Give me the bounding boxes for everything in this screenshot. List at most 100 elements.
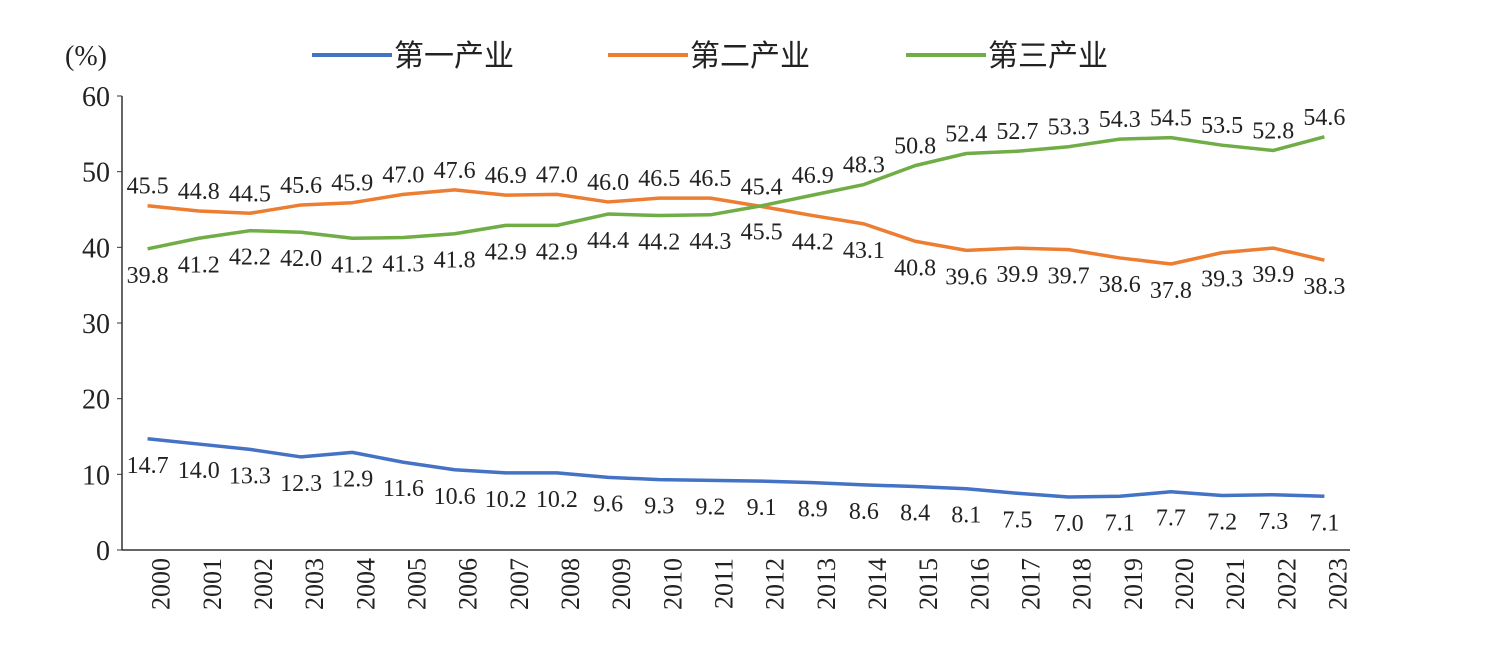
legend: 第一产业 第二产业 第三产业	[312, 40, 1108, 73]
data-label: 47.0	[536, 162, 578, 188]
legend-label: 第三产业	[988, 40, 1108, 73]
data-label: 7.3	[1258, 509, 1288, 535]
data-label: 41.8	[434, 248, 476, 274]
data-label: 41.2	[178, 252, 220, 278]
data-label: 7.2	[1207, 510, 1237, 536]
data-label: 46.5	[689, 166, 731, 192]
data-label: 42.2	[229, 245, 271, 271]
x-tick-label: 2005	[402, 558, 431, 610]
data-label: 42.9	[536, 239, 578, 265]
data-label: 39.7	[1048, 264, 1090, 290]
legend-label: 第二产业	[690, 40, 810, 73]
data-label: 14.0	[178, 458, 220, 484]
y-tick-label: 20	[82, 385, 110, 416]
y-tick-label: 0	[96, 536, 110, 567]
data-label: 7.7	[1156, 506, 1186, 532]
x-tick-label: 2008	[556, 558, 585, 610]
x-tick-label: 2020	[1170, 558, 1199, 610]
data-label: 46.9	[792, 163, 834, 189]
data-label: 13.3	[229, 463, 271, 489]
data-label: 45.5	[127, 174, 169, 200]
data-label: 44.8	[178, 179, 220, 205]
x-tick-label: 2000	[147, 558, 176, 610]
x-tick-label: 2013	[812, 558, 841, 610]
data-label: 42.9	[485, 239, 527, 265]
x-tick-label: 2012	[761, 558, 790, 610]
data-label: 43.1	[843, 238, 885, 264]
y-tick-label: 10	[82, 460, 110, 491]
data-label: 41.2	[331, 252, 373, 278]
data-label: 39.9	[996, 262, 1038, 288]
x-tick-label: 2015	[914, 558, 943, 610]
data-label: 7.1	[1309, 510, 1339, 536]
data-label: 44.4	[587, 228, 629, 254]
data-label: 9.3	[644, 494, 674, 520]
legend-label: 第一产业	[394, 40, 514, 73]
x-tick-label: 2007	[505, 558, 534, 610]
series-line-2	[147, 188, 1325, 266]
data-label: 12.3	[280, 471, 322, 497]
data-label: 45.4	[741, 174, 783, 200]
data-label: 8.6	[849, 499, 879, 525]
data-label: 40.8	[894, 255, 936, 281]
x-tick-label: 2022	[1272, 558, 1301, 610]
x-tick-label: 2021	[1221, 558, 1250, 610]
x-tick-label: 2004	[351, 558, 380, 610]
x-tick-label: 2014	[863, 558, 892, 610]
data-label: 45.5	[741, 220, 783, 246]
data-label: 46.5	[638, 166, 680, 192]
data-label: 7.1	[1105, 510, 1135, 536]
y-tick-label: 40	[82, 233, 110, 264]
x-tick-label: 2011	[709, 558, 738, 609]
series-lines	[147, 135, 1325, 499]
data-label: 54.3	[1099, 107, 1141, 133]
y-tick-label: 60	[82, 82, 110, 113]
data-label: 10.2	[536, 487, 578, 513]
x-tick-label: 2002	[249, 558, 278, 610]
data-label: 47.0	[382, 162, 424, 188]
data-label: 54.6	[1303, 105, 1345, 131]
data-label: 52.4	[945, 122, 987, 148]
data-label: 53.5	[1201, 113, 1243, 139]
x-tick-label: 2017	[1016, 558, 1045, 610]
data-label: 39.3	[1201, 267, 1243, 293]
series-line-1	[147, 437, 1325, 499]
data-label: 11.6	[383, 476, 424, 502]
data-label: 7.0	[1054, 511, 1084, 537]
data-label: 14.7	[127, 453, 169, 479]
x-tick-label: 2016	[965, 558, 994, 610]
data-label: 39.9	[1252, 262, 1294, 288]
x-tick-label: 2001	[198, 558, 227, 610]
data-label: 38.6	[1099, 272, 1141, 298]
axes: 0 10 20 30 40 50 60 2000 2001 2002 2003 2004 2005 200…	[82, 82, 1352, 610]
data-label: 9.6	[593, 491, 623, 517]
y-axis-label: (%)	[65, 41, 107, 72]
data-label: 44.2	[638, 230, 680, 256]
data-label: 10.2	[485, 487, 527, 513]
data-label: 8.4	[900, 500, 930, 526]
data-label: 12.9	[331, 466, 373, 492]
data-label: 9.2	[695, 494, 725, 520]
data-label: 50.8	[894, 134, 936, 160]
data-label: 47.6	[434, 158, 476, 184]
x-tick-label: 2018	[1068, 558, 1097, 610]
x-tick-label: 2006	[454, 558, 483, 610]
x-tick-label: 2023	[1323, 558, 1352, 610]
data-label: 39.8	[127, 263, 169, 289]
data-label: 44.2	[792, 230, 834, 256]
data-label: 44.3	[689, 229, 731, 255]
data-label: 7.5	[1002, 507, 1032, 533]
data-label: 10.6	[434, 484, 476, 510]
data-label: 39.6	[945, 264, 987, 290]
data-label: 37.8	[1150, 278, 1192, 304]
data-label: 38.3	[1303, 274, 1345, 300]
data-label: 9.1	[747, 495, 777, 521]
x-tick-label: 2009	[607, 558, 636, 610]
x-tick-label: 2003	[300, 558, 329, 610]
data-label: 45.6	[280, 173, 322, 199]
x-tick-label: 2019	[1119, 558, 1148, 610]
data-label: 52.7	[996, 119, 1038, 145]
data-label: 54.5	[1150, 106, 1192, 132]
